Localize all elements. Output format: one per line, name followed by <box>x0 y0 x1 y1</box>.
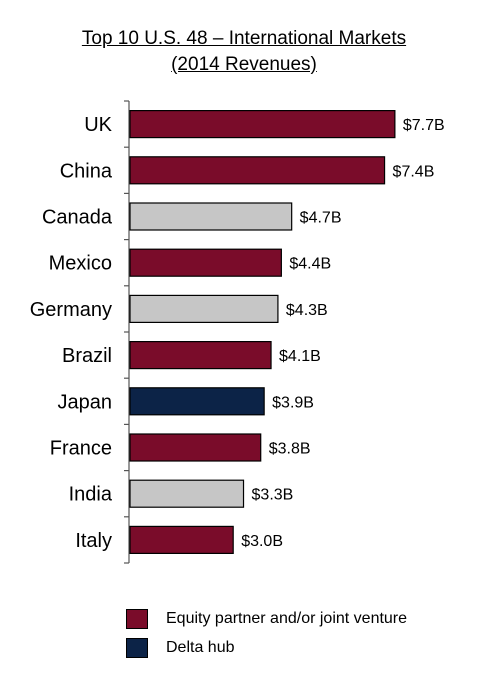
category-label-france: France <box>50 438 112 460</box>
value-label-canada: $4.7B <box>300 210 342 227</box>
legend-item-equity: Equity partner and/or joint venture <box>126 607 407 631</box>
value-label-france: $3.8B <box>269 441 311 458</box>
value-label-italy: $3.0B <box>241 533 283 550</box>
category-label-brazil: Brazil <box>62 345 112 367</box>
category-label-india: India <box>69 484 113 506</box>
legend-swatch-equity <box>126 609 148 629</box>
bar-germany <box>129 294 279 323</box>
value-label-germany: $4.3B <box>286 302 328 319</box>
bar-italy <box>129 525 234 555</box>
bar-canada <box>129 202 293 231</box>
bar-india <box>129 479 245 508</box>
bar-chart: UK $7.7B China $7.4B Canada $4.7B Mexico $4.4B G… <box>30 100 445 564</box>
category-label-italy: Italy <box>75 530 112 552</box>
category-label-canada: Canada <box>42 207 113 229</box>
bar-france <box>129 433 262 462</box>
legend-label-equity: Equity partner and/or joint venture <box>166 610 408 627</box>
chart-title: Top 10 U.S. 48 – International Markets <box>81 28 407 49</box>
value-label-india: $3.3B <box>252 487 294 504</box>
legend-item-hub: Delta hub <box>126 636 235 660</box>
value-label-china: $7.4B <box>393 163 435 180</box>
value-label-brazil: $4.1B <box>279 348 321 365</box>
category-label-uk: UK <box>84 114 112 136</box>
value-label-mexico: $4.4B <box>289 256 331 273</box>
category-label-japan: Japan <box>58 391 113 413</box>
bar-china <box>129 156 386 185</box>
bar-uk <box>129 109 396 139</box>
category-label-china: China <box>60 160 113 182</box>
legend-swatch-hub <box>126 638 148 658</box>
value-label-uk: $7.7B <box>403 117 445 134</box>
bar-japan <box>129 387 265 416</box>
chart-subtitle: (2014 Revenues) <box>171 54 317 75</box>
bar-mexico <box>129 248 282 277</box>
value-label-japan: $3.9B <box>272 394 314 411</box>
category-label-mexico: Mexico <box>49 253 112 275</box>
bar-brazil <box>129 341 272 370</box>
category-label-germany: Germany <box>30 299 112 321</box>
legend-label-hub: Delta hub <box>166 639 235 656</box>
